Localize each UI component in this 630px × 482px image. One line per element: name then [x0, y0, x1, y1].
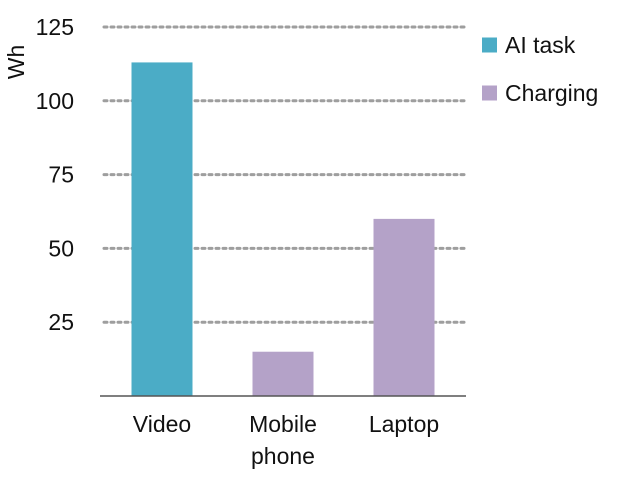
x-tick-label: Video — [133, 411, 191, 437]
y-tick-label: 125 — [36, 14, 74, 40]
legend: AI task Charging — [482, 32, 598, 106]
bar-charging-2 — [373, 218, 435, 396]
x-axis-labels: Video Mobile phone Laptop — [133, 411, 439, 469]
y-axis-ticks: 25 50 75 100 125 — [36, 14, 74, 335]
y-tick-label: 100 — [36, 88, 74, 114]
x-tick-label-line: Laptop — [369, 411, 439, 437]
x-tick-label-line: Video — [133, 411, 191, 437]
x-tick-label: Mobile phone — [249, 411, 317, 469]
x-tick-label-line: Mobile — [249, 411, 317, 437]
bars — [131, 62, 435, 396]
y-tick-label: 50 — [48, 235, 74, 261]
legend-swatch — [482, 85, 497, 101]
y-axis-title: Wh — [3, 45, 29, 80]
bar-charging-1 — [252, 351, 314, 396]
x-tick-label-line: phone — [251, 443, 315, 469]
legend-label: AI task — [505, 32, 576, 58]
y-tick-label: 25 — [48, 309, 74, 335]
legend-swatch — [482, 37, 497, 53]
bar-ai-task-0 — [131, 62, 193, 396]
legend-label: Charging — [505, 80, 598, 106]
x-tick-label: Laptop — [369, 411, 439, 437]
y-tick-label: 75 — [48, 162, 74, 188]
